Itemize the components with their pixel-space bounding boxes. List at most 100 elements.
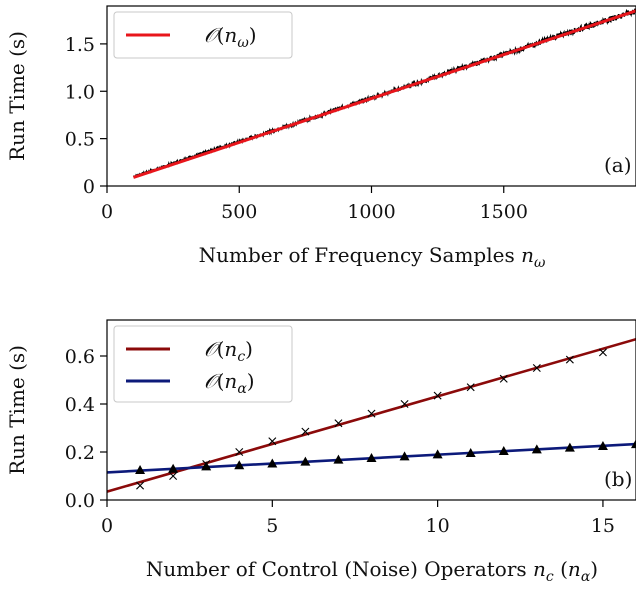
panel-b-legend-na-n: n xyxy=(224,369,237,393)
series-fit-n-omega xyxy=(132,9,636,179)
data-point-triangle-marker xyxy=(366,453,377,462)
panel-a-ylabel: Run Time (s) xyxy=(5,31,29,161)
panel-b-frame xyxy=(106,319,636,501)
x-marker-stroke xyxy=(400,400,409,408)
panel-b-legend-label-nc: 𝒪(nc) xyxy=(204,337,253,365)
data-point-triangle-marker xyxy=(201,461,212,471)
series-fit-line xyxy=(107,337,636,493)
y-tick-label: 0.6 xyxy=(65,346,95,368)
data-point-triangle-marker xyxy=(564,442,575,452)
x-marker-stroke xyxy=(565,355,574,364)
panel-a-legend-n: n xyxy=(224,23,237,47)
panel-a-legend-open: ( xyxy=(217,23,225,47)
panel-b-tag: (b) xyxy=(604,467,632,491)
panel-b-xlabel-close: ) xyxy=(590,557,598,581)
data-point-x-marker xyxy=(532,364,541,372)
panel-a-legend-box xyxy=(113,11,293,59)
data-point-x-marker xyxy=(334,419,343,428)
x-tick-label: 10 xyxy=(426,515,450,537)
data-point-triangle-marker xyxy=(300,456,311,466)
panel-b-legend-na-sub: α xyxy=(237,381,247,397)
panel-b-xlabel-paren: ( xyxy=(554,557,568,581)
panel-a-legend-sub: ω xyxy=(237,35,249,51)
x-tick-label: 5 xyxy=(266,515,278,537)
panel-a-legend: 𝒪(nω) xyxy=(113,11,293,59)
panel-b-plot xyxy=(107,337,636,493)
x-tick-label: 15 xyxy=(591,515,615,537)
panel-b-ylabel: Run Time (s) xyxy=(5,345,29,475)
x-marker-stroke xyxy=(433,391,442,400)
data-point-triangle-marker xyxy=(168,463,179,473)
data-point-x-marker xyxy=(301,427,310,436)
panel-b-legend-nc-sub: c xyxy=(237,349,245,365)
data-point-x-marker xyxy=(268,437,277,446)
panel-a-tag: (a) xyxy=(604,153,632,177)
data-point-x-marker xyxy=(433,391,442,400)
panel-a-series xyxy=(132,8,636,179)
x-marker-stroke xyxy=(367,409,376,418)
panel-b-ticks: 0 5 10 15 0.0 0.2 0.4 0.6 xyxy=(65,346,615,537)
data-point-x-marker xyxy=(169,472,178,480)
panel-b-xlabel-nc: n xyxy=(533,557,546,581)
y-tick-label: 0.0 xyxy=(65,490,95,512)
panel-a: 0 500 1000 1500 0 0.5 1.0 1.5 Run Time (s) Numb… xyxy=(5,5,636,271)
panel-b-xlabel-na-sub: α xyxy=(581,569,591,585)
y-tick-label: 0 xyxy=(83,176,95,198)
x-marker-stroke xyxy=(235,448,244,456)
panel-b-legend-label-na: 𝒪(nα) xyxy=(204,369,255,397)
x-marker-stroke xyxy=(334,419,343,428)
x-tick-label: 1500 xyxy=(480,201,528,223)
panel-a-legend-close: ) xyxy=(249,23,257,47)
panel-a-xlabel-sub: ω xyxy=(534,255,546,271)
data-point-x-marker xyxy=(565,355,574,364)
panel-a-xlabel-symbol: n xyxy=(521,243,534,267)
data-point-x-marker xyxy=(466,383,475,392)
panel-b-series xyxy=(107,337,636,493)
y-tick-label: 0.2 xyxy=(65,442,95,464)
panel-b-legend-nc-close: ) xyxy=(245,337,253,361)
x-tick-label: 500 xyxy=(221,201,257,223)
data-point-triangle-marker xyxy=(234,460,245,470)
panel-b-legend-nc-open: ( xyxy=(217,337,225,361)
panel-b: 0 5 10 15 0.0 0.2 0.4 0.6 Run Time (s) Number o… xyxy=(5,319,636,585)
y-tick-label: 0.4 xyxy=(65,394,95,416)
x-marker-stroke xyxy=(169,472,178,480)
data-point-triangle-marker xyxy=(432,449,443,459)
data-point-triangle-marker xyxy=(399,451,410,461)
data-point-triangle-marker xyxy=(333,454,344,464)
x-tick-label: 0 xyxy=(101,201,113,223)
panel-a-ticks: 0 500 1000 1500 0 0.5 1.0 1.5 xyxy=(65,34,528,223)
data-point-x-marker xyxy=(235,448,244,456)
data-point-triangle-marker xyxy=(531,444,542,454)
panel-b-xlabel-na: n xyxy=(568,557,581,581)
panel-b-legend-nc-n: n xyxy=(224,337,237,361)
x-marker-stroke xyxy=(532,364,541,372)
x-marker-stroke xyxy=(466,383,475,392)
x-marker-stroke xyxy=(499,374,508,383)
x-marker-stroke xyxy=(301,427,310,436)
x-tick-label: 0 xyxy=(101,515,113,537)
data-point-x-marker xyxy=(499,374,508,383)
panel-a-xlabel: Number of Frequency Samples nω xyxy=(199,243,546,271)
data-point-x-marker xyxy=(136,481,145,490)
data-point-triangle-marker xyxy=(597,441,608,450)
data-point-triangle-marker xyxy=(465,447,476,457)
x-marker-stroke xyxy=(268,437,277,446)
data-point-x-marker xyxy=(367,409,376,418)
panel-a-legend-label: 𝒪(nω) xyxy=(204,23,257,51)
panel-b-legend: 𝒪(nc) 𝒪(nα) xyxy=(113,325,293,403)
x-tick-label: 1000 xyxy=(347,201,395,223)
data-point-triangle-marker xyxy=(267,458,278,468)
y-tick-label: 0.5 xyxy=(65,129,95,151)
panel-b-legend-box xyxy=(113,325,293,403)
panel-a-plot xyxy=(132,8,636,179)
panel-b-legend-na-close: ) xyxy=(247,369,255,393)
y-tick-label: 1.0 xyxy=(65,81,95,103)
data-point-triangle-marker xyxy=(498,446,509,456)
panel-a-xlabel-main: Number of Frequency Samples xyxy=(199,243,521,267)
x-marker-stroke xyxy=(598,348,607,357)
data-point-x-marker xyxy=(400,400,409,408)
data-point-x-marker xyxy=(598,348,607,357)
panel-b-xlabel-main: Number of Control (Noise) Operators xyxy=(146,557,533,581)
